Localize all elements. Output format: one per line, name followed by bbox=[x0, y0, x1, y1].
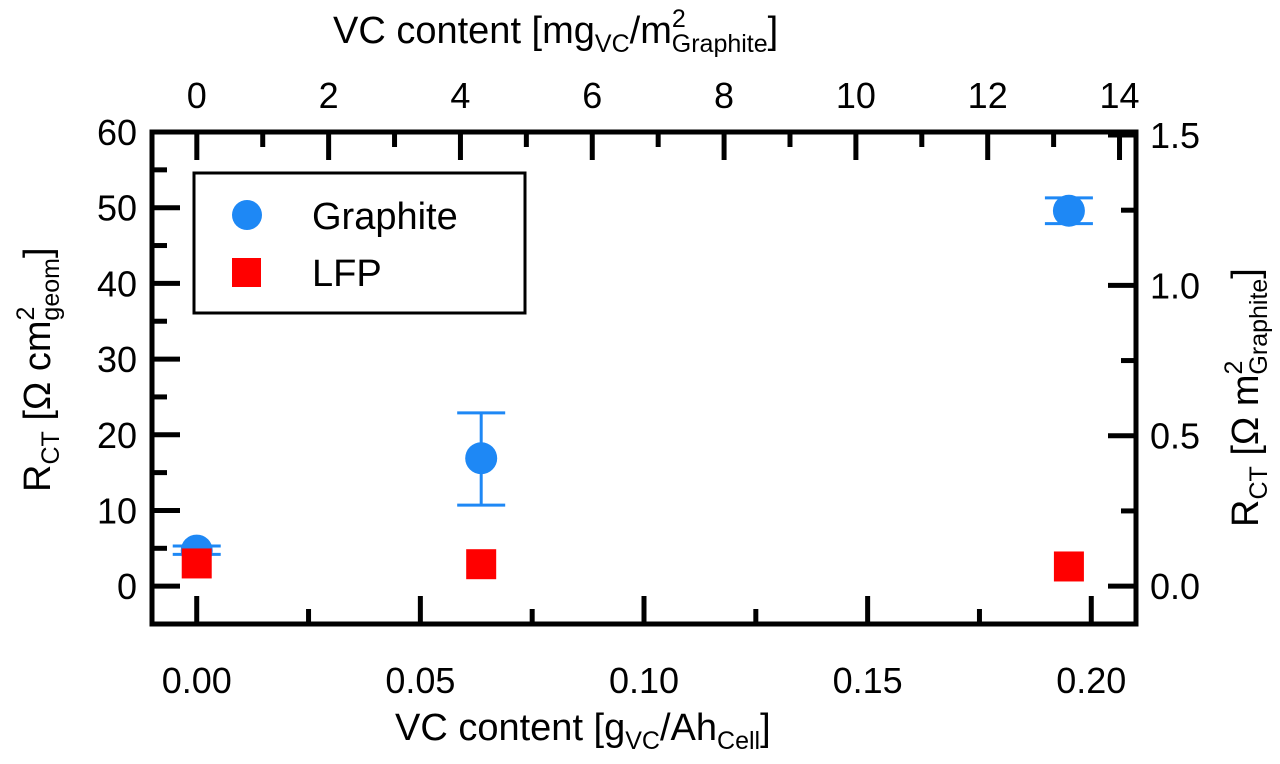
legend-label-lfp: LFP bbox=[312, 253, 382, 295]
x-tick-label: 0.20 bbox=[1056, 660, 1126, 701]
legend-box bbox=[192, 171, 527, 315]
x-tick-label: 0.10 bbox=[609, 660, 679, 701]
top-axis-title: VC content [mgVC/m2 Graphite] bbox=[333, 5, 778, 58]
x2-tick-label: 0 bbox=[187, 75, 207, 116]
x2-tick-label: 10 bbox=[836, 75, 876, 116]
legend: Graphite LFP bbox=[192, 171, 527, 315]
lfp-point bbox=[1053, 551, 1084, 582]
x2-tick-label: 4 bbox=[450, 75, 470, 116]
plot-frame bbox=[149, 129, 1139, 627]
square-marker-icon bbox=[232, 258, 261, 287]
graphite-point bbox=[465, 442, 498, 475]
data-points bbox=[172, 194, 1093, 582]
x2-tick-label: 8 bbox=[714, 75, 734, 116]
y-tick-label: 20 bbox=[97, 415, 137, 456]
graphite-point bbox=[1052, 194, 1085, 227]
bottom-axis-title: VC content [gVC/AhCell] bbox=[395, 707, 771, 755]
y-tick-label: 10 bbox=[97, 490, 137, 531]
x-tick-label: 0.00 bbox=[162, 660, 232, 701]
legend-item-lfp: LFP bbox=[232, 253, 382, 295]
y2-tick-label: 1.5 bbox=[1150, 115, 1200, 156]
x-tick-label: 0.05 bbox=[385, 660, 455, 701]
circle-marker-icon bbox=[232, 200, 262, 230]
lfp-point bbox=[181, 548, 212, 579]
legend-item-graphite: Graphite bbox=[232, 196, 458, 238]
x2-tick-label: 14 bbox=[1099, 75, 1139, 116]
y2-tick-label: 1.0 bbox=[1150, 265, 1200, 306]
lfp-point bbox=[466, 549, 497, 580]
y-tick-label: 50 bbox=[97, 188, 137, 229]
y-tick-label: 40 bbox=[97, 263, 137, 304]
right-axis-title: RCT [Ω m2Graphite] bbox=[1220, 268, 1273, 527]
x-tick-label: 0.15 bbox=[833, 660, 903, 701]
y2-tick-label: 0.5 bbox=[1150, 416, 1200, 457]
y-tick-label: 60 bbox=[97, 112, 137, 153]
y-tick-label: 0 bbox=[117, 566, 137, 607]
axis-ticks: 0.00 0.05 0.10 0.15 0.20 0 2 4 6 8 10 12 14 0 10 20 30 40… bbox=[97, 75, 1200, 701]
x2-tick-label: 12 bbox=[968, 75, 1008, 116]
left-axis-title: RCT [Ω cm2geom] bbox=[12, 247, 65, 492]
x2-tick-label: 2 bbox=[319, 75, 339, 116]
y-tick-label: 30 bbox=[97, 339, 137, 380]
legend-label-graphite: Graphite bbox=[312, 196, 458, 238]
x2-tick-label: 6 bbox=[582, 75, 602, 116]
y2-tick-label: 0.0 bbox=[1150, 566, 1200, 607]
